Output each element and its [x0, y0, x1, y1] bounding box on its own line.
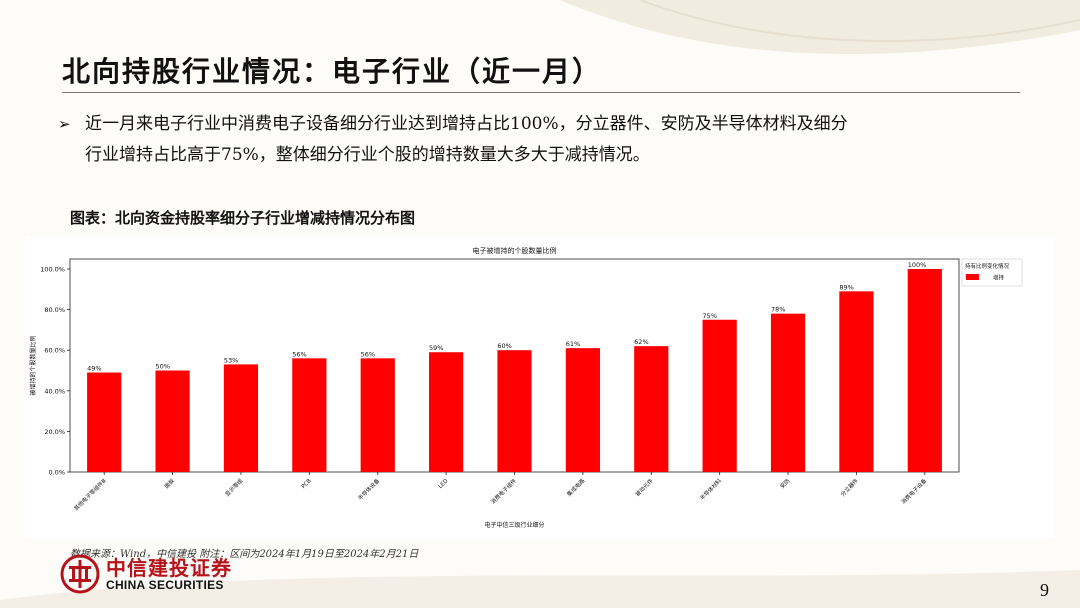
bar: [223, 364, 259, 472]
x-tick-label: 分立器件: [839, 476, 861, 498]
bar-data-label: 56%: [292, 350, 306, 358]
chart-container: 电子被增持的个股数量比例 0.0% 20.0% 40.0% 60.0% 80.0% 100.…: [25, 236, 1055, 538]
bar-chart: 电子被增持的个股数量比例 0.0% 20.0% 40.0% 60.0% 80.0% 100.…: [29, 246, 1023, 529]
bar: [155, 370, 190, 472]
x-tick-label: 被动元件: [633, 476, 655, 498]
x-axis-label: 电子中信三级行业细分: [484, 521, 544, 529]
bar-data-label: 49%: [87, 365, 101, 373]
y-tick-label: 20.0%: [44, 428, 65, 436]
bar-data-label: 53%: [224, 356, 238, 364]
chart-title: 电子被增持的个股数量比例: [473, 246, 557, 255]
citic-logo-icon: [60, 554, 100, 594]
legend-box: [961, 258, 1023, 287]
summary-bullet: ➢ 近一月来电子行业中消费电子设备细分行业达到增持占比100%，分立器件、安防及…: [58, 109, 1018, 171]
page-title: 北向持股行业情况：电子行业（近一月）: [62, 55, 603, 88]
figure-caption: 图表：北向资金持股率细分子行业增减持情况分布图: [70, 209, 416, 227]
x-tick-label: PCB: [301, 478, 313, 490]
bar: [565, 348, 600, 472]
bar-data-label: 60%: [497, 342, 511, 350]
legend-title: 持有比例变化情况: [965, 262, 1010, 270]
bar-data-label: 78%: [771, 306, 785, 314]
bar-data-label: 75%: [703, 312, 717, 320]
x-tick-label: 其他电子零组件Ⅲ: [72, 477, 108, 513]
bar-data-label: 59%: [429, 344, 443, 352]
y-tick-label: 40.0%: [44, 387, 65, 395]
company-logo: 中信建投证券 CHINA SECURITIES: [60, 552, 240, 598]
bar: [360, 358, 395, 472]
bar-data-label: 50%: [155, 363, 169, 371]
x-tick-label: 半导体材料: [698, 476, 723, 501]
bar: [702, 319, 737, 472]
legend-swatch: [966, 274, 979, 280]
bar: [87, 372, 122, 472]
x-tick-label: 面板: [163, 476, 177, 490]
x-tick-label: 消费电子组件: [489, 476, 518, 505]
y-tick-label: 0.0%: [48, 469, 65, 477]
y-tick-label: 80.0%: [44, 306, 65, 314]
x-tick-label: 半导体设备: [356, 476, 381, 501]
logo-english-name: CHINA SECURITIES: [106, 578, 224, 592]
logo-chinese-name: 中信建投证券: [106, 556, 232, 580]
bar-data-label: 62%: [634, 338, 648, 346]
summary-line-1: 近一月来电子行业中消费电子设备细分行业达到增持占比100%，分立器件、安防及半导…: [85, 114, 848, 134]
y-axis-label: 被增持的个股数量比例: [29, 335, 37, 395]
legend-entry-label: 增持: [993, 274, 1005, 282]
x-tick-label: 显示零组: [223, 476, 245, 498]
bar: [770, 313, 806, 472]
x-tick-label: 集成电路: [565, 476, 587, 498]
bar-data-label: 56%: [361, 350, 375, 358]
data-source-note: 数据来源：Wind，中信建投 附注：区间为2024年1月19日至2024年2月2…: [70, 549, 419, 560]
page-number: 9: [1040, 580, 1049, 600]
x-tick-label: 消费电子设备: [899, 476, 928, 505]
bar: [429, 352, 464, 472]
bar: [907, 269, 942, 472]
y-tick-label: 60.0%: [44, 347, 65, 355]
bar: [839, 291, 874, 472]
y-tick-label: 100.0%: [40, 266, 65, 274]
summary-line-2: 行业增持占比高于75%，整体细分行业个股的增持数量大多大于减持情况。: [85, 145, 650, 165]
bar: [292, 358, 327, 472]
bar-data-label: 89%: [839, 283, 853, 291]
bar-data-label: 100%: [908, 261, 927, 269]
bar: [634, 346, 669, 472]
bar: [497, 350, 532, 472]
x-tick-label: LED: [438, 478, 450, 490]
bar-data-label: 61%: [566, 340, 580, 348]
arrow-bullet-icon: ➢: [58, 115, 71, 133]
x-tick-label: 安防: [778, 476, 792, 490]
title-divider: [62, 92, 1020, 93]
